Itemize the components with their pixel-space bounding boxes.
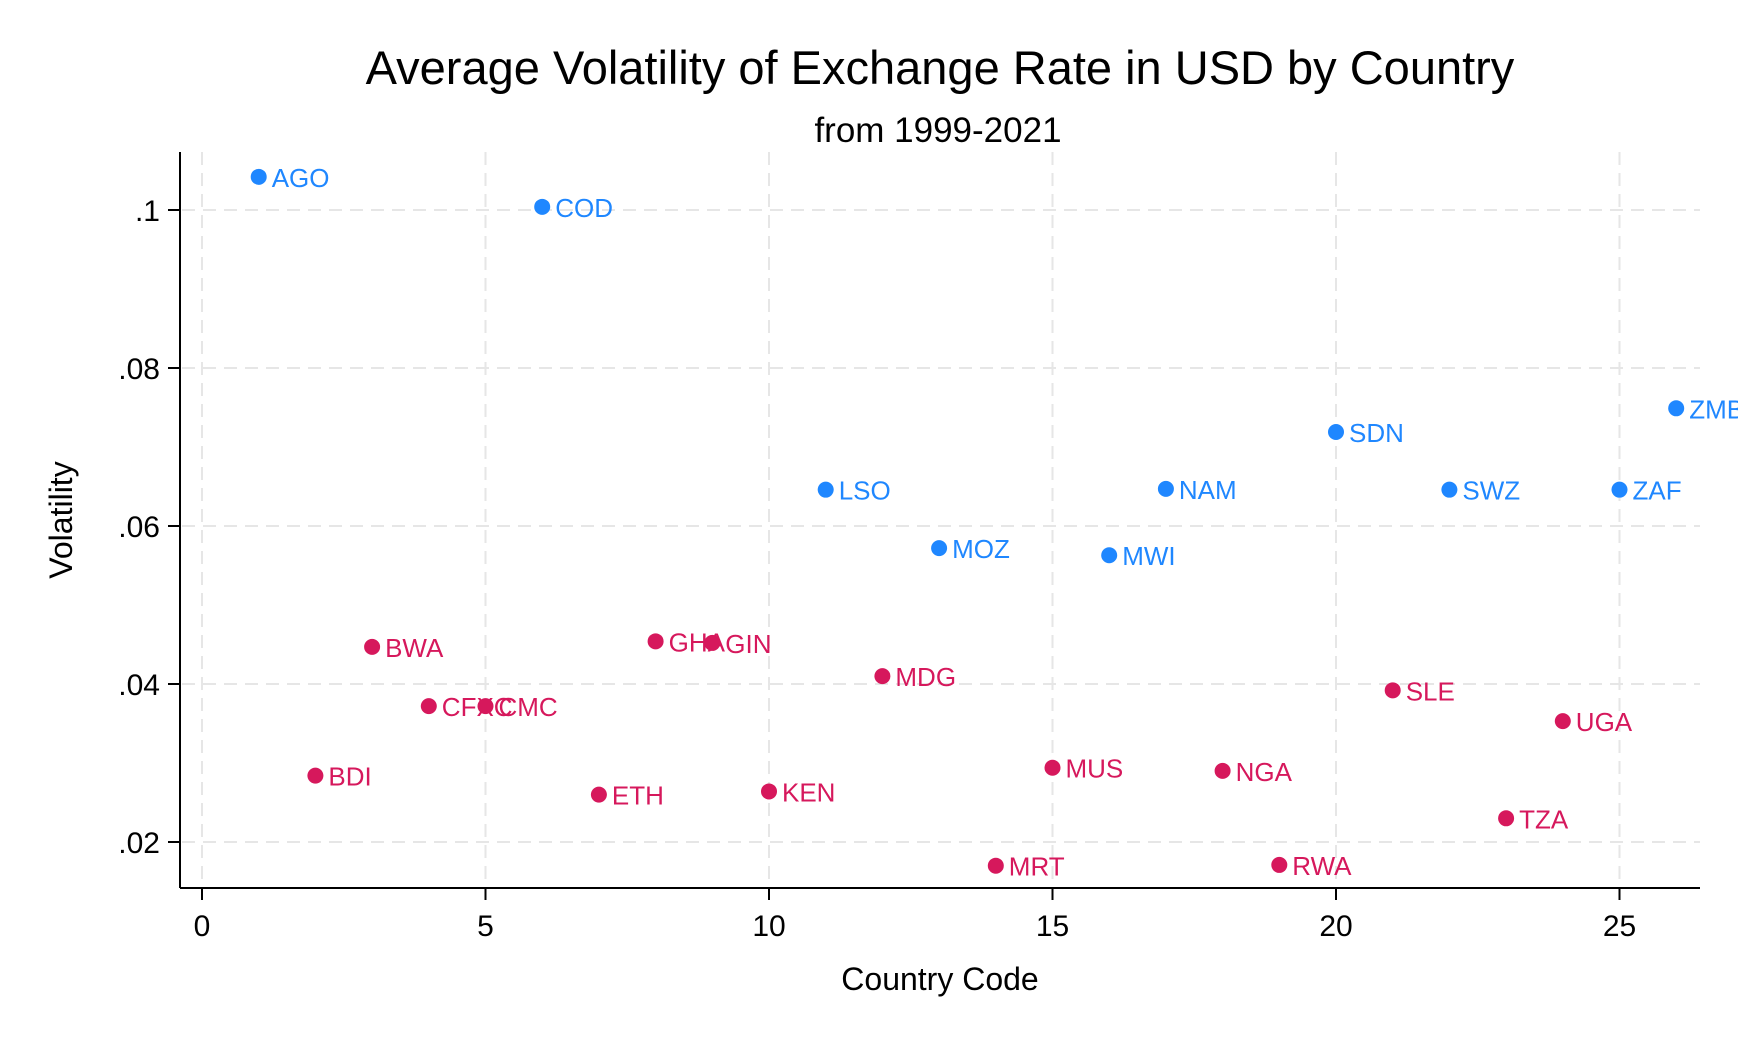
y-tick-label: .1 bbox=[135, 195, 160, 228]
data-points: AGO COD LSO MOZ MWI NAM SDN SWZ ZAF ZMB BDI BWA CFXC… bbox=[250, 163, 1738, 882]
data-point bbox=[987, 857, 1004, 874]
data-point bbox=[1157, 480, 1174, 497]
data-point bbox=[1554, 713, 1571, 730]
data-label: MRT bbox=[1009, 852, 1065, 882]
x-tick-label: 5 bbox=[477, 910, 494, 943]
data-label: UGA bbox=[1576, 707, 1633, 737]
data-point bbox=[420, 698, 437, 715]
data-point bbox=[250, 168, 267, 185]
data-point bbox=[874, 668, 891, 685]
data-label: LSO bbox=[839, 476, 891, 506]
data-point bbox=[931, 540, 948, 557]
data-label: MOZ bbox=[952, 534, 1010, 564]
data-label: MDG bbox=[895, 662, 956, 692]
data-point bbox=[1668, 400, 1685, 417]
data-point bbox=[704, 634, 721, 651]
data-label: CMC bbox=[499, 692, 558, 722]
chart-title: Average Volatility of Exchange Rate in U… bbox=[366, 41, 1515, 94]
data-point bbox=[534, 198, 551, 215]
data-point bbox=[1044, 759, 1061, 776]
data-label: MWI bbox=[1122, 541, 1175, 571]
data-label: TZA bbox=[1519, 804, 1569, 834]
data-label: CFXC bbox=[442, 692, 513, 722]
grid-lines bbox=[182, 152, 1700, 886]
data-point bbox=[817, 481, 834, 498]
data-label: NAM bbox=[1179, 475, 1237, 505]
x-tick-label: 10 bbox=[752, 910, 785, 943]
data-point bbox=[590, 786, 607, 803]
data-label: SWZ bbox=[1462, 476, 1520, 506]
data-point bbox=[1101, 547, 1118, 564]
chart-subtitle: from 1999-2021 bbox=[814, 111, 1061, 150]
data-label: COD bbox=[555, 193, 613, 223]
x-tick-label: 20 bbox=[1319, 910, 1352, 943]
data-label: KEN bbox=[782, 777, 835, 807]
y-tick-label: .06 bbox=[118, 511, 160, 544]
data-point bbox=[477, 698, 494, 715]
data-label: ETH bbox=[612, 781, 664, 811]
data-point bbox=[1214, 762, 1231, 779]
data-label: GIN bbox=[725, 629, 771, 659]
y-tick-label: .02 bbox=[118, 827, 160, 860]
x-tick-label: 25 bbox=[1603, 910, 1636, 943]
y-tick-label: .04 bbox=[118, 669, 160, 702]
data-label: SDN bbox=[1349, 418, 1404, 448]
tick-labels: 0 5 10 15 20 25 .02 .04 .06 .08 .1 bbox=[118, 195, 1636, 943]
data-label: NGA bbox=[1236, 757, 1293, 787]
data-point bbox=[307, 767, 324, 784]
data-label: BDI bbox=[328, 762, 371, 792]
y-tick-label: .08 bbox=[118, 353, 160, 386]
data-label: ZAF bbox=[1633, 476, 1682, 506]
data-point bbox=[364, 638, 381, 655]
data-label: MUS bbox=[1066, 754, 1124, 784]
series-1: AGO COD LSO MOZ MWI NAM SDN SWZ ZAF ZMB bbox=[250, 163, 1738, 571]
data-point bbox=[1271, 856, 1288, 873]
x-tick-label: 15 bbox=[1036, 910, 1069, 943]
x-axis-title: Country Code bbox=[841, 961, 1038, 997]
y-axis-title: Volatility bbox=[43, 461, 79, 578]
data-point bbox=[1328, 423, 1344, 440]
x-tick-label: 0 bbox=[194, 910, 211, 943]
data-point bbox=[647, 633, 664, 650]
data-label: RWA bbox=[1292, 851, 1352, 881]
data-point bbox=[761, 783, 777, 800]
data-point bbox=[1441, 481, 1458, 498]
data-point bbox=[1384, 682, 1401, 699]
data-label: AGO bbox=[272, 163, 330, 193]
data-label: SLE bbox=[1406, 676, 1455, 706]
data-label: ZMB bbox=[1689, 394, 1738, 424]
data-label: BWA bbox=[385, 633, 444, 663]
axes bbox=[168, 152, 1700, 900]
data-point bbox=[1498, 810, 1515, 827]
data-point bbox=[1611, 481, 1628, 498]
